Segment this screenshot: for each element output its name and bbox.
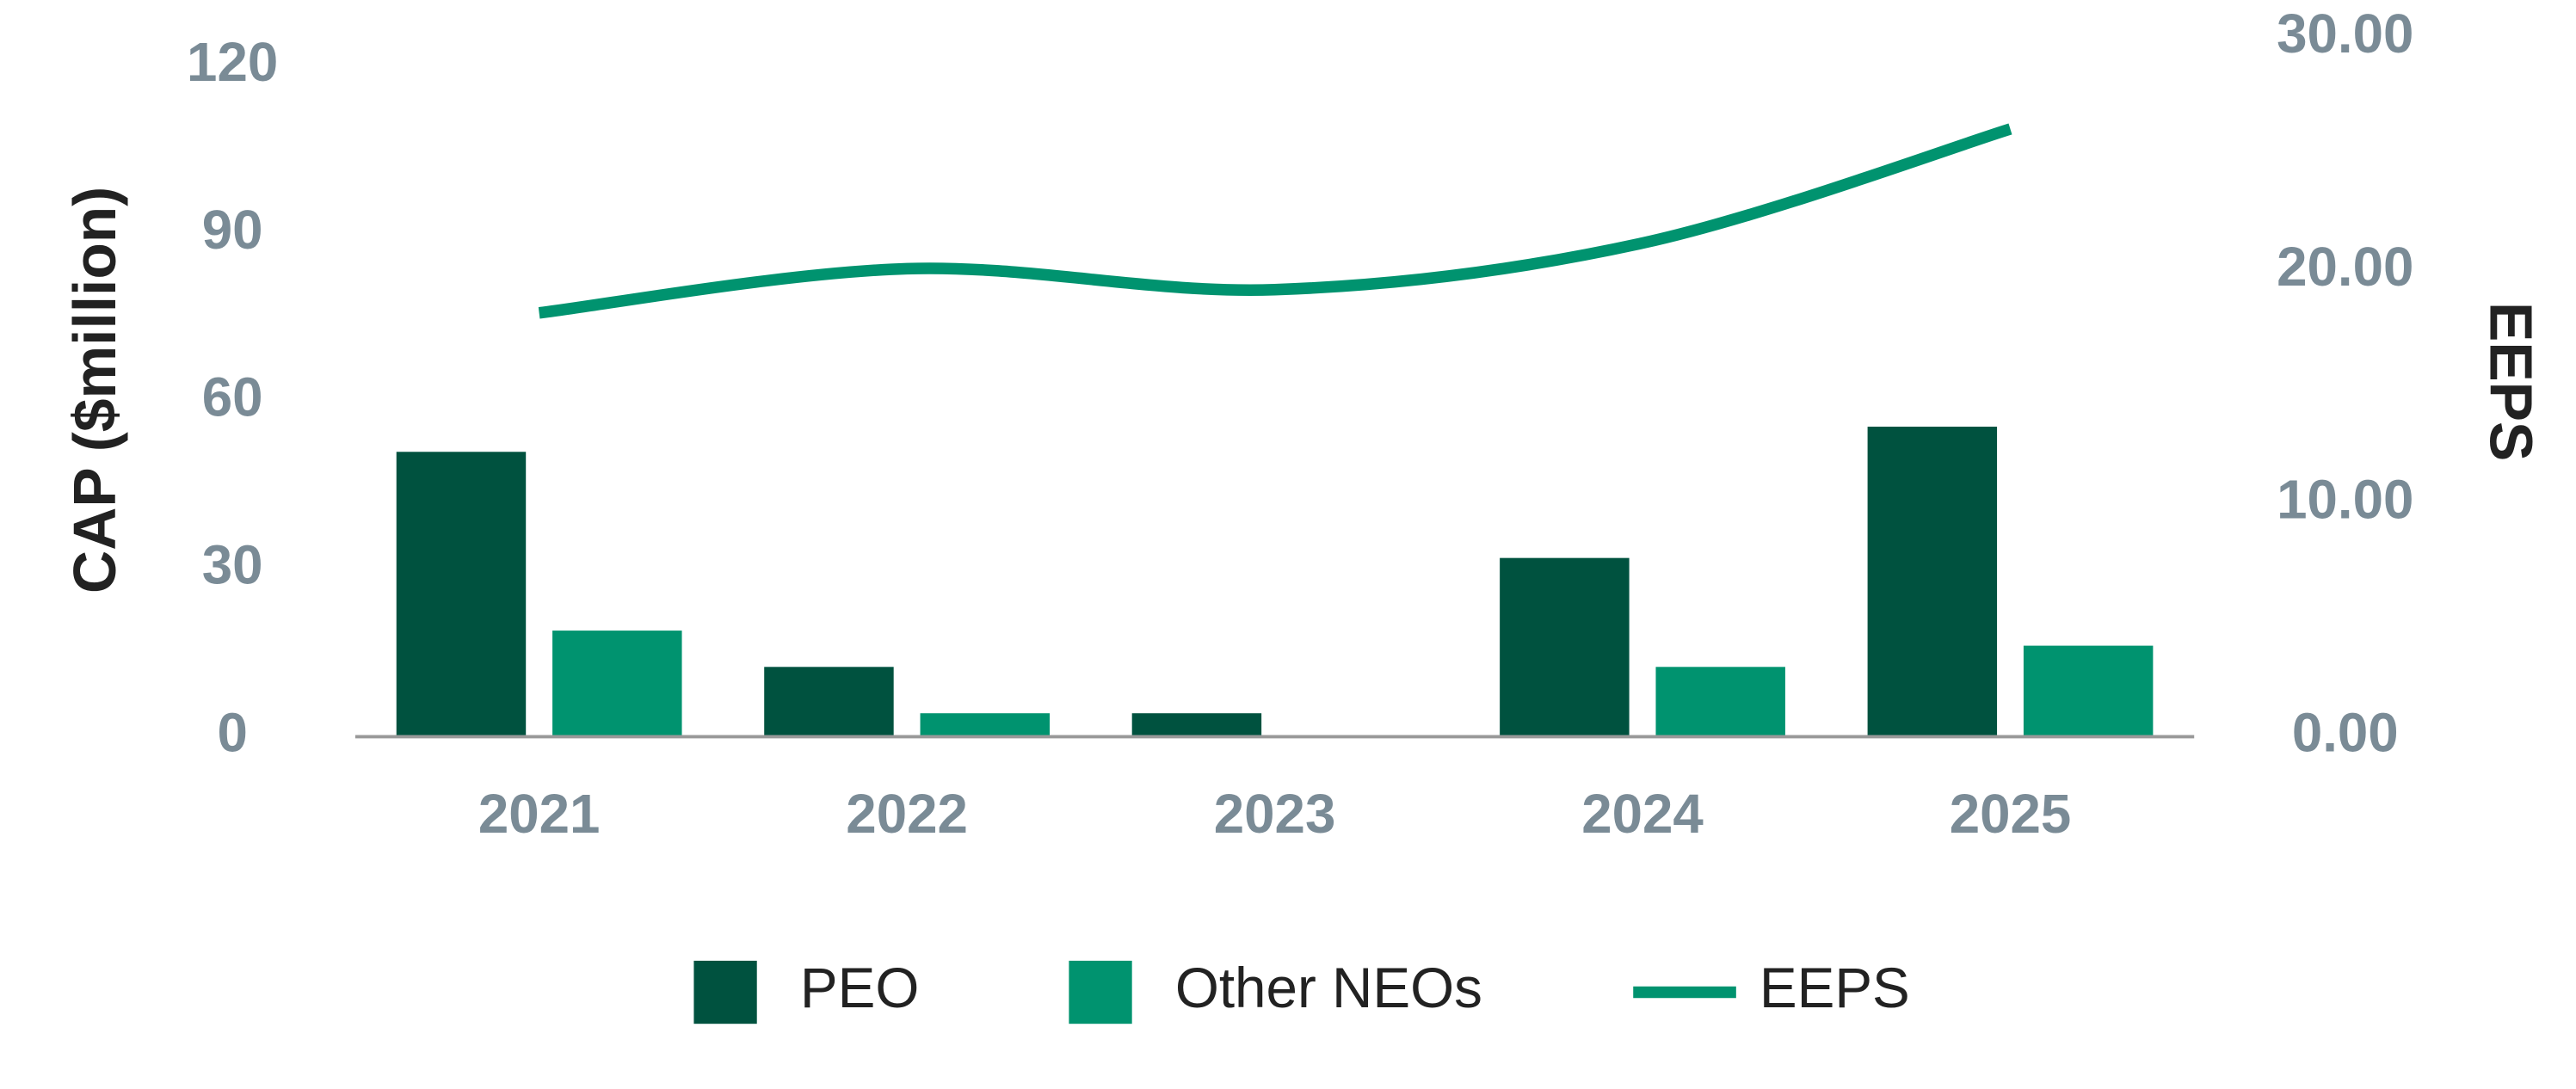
bar <box>764 667 894 737</box>
y2-tick-label: 30.00 <box>2277 3 2413 65</box>
line <box>538 123 2012 319</box>
bar <box>1655 667 1785 737</box>
x-tick-label: 2024 <box>1581 784 1704 845</box>
bar <box>396 452 527 737</box>
bar <box>552 631 682 737</box>
legend-swatch <box>693 960 757 1024</box>
y2-axis-title: EEPS <box>2478 302 2545 461</box>
y-tick-label: 30 <box>202 534 263 595</box>
legend-label: PEO <box>800 957 920 1019</box>
y-tick-label: 60 <box>202 367 263 428</box>
legend-swatch <box>1069 960 1132 1024</box>
y-tick-label: 120 <box>187 32 278 93</box>
x-tick-label: 2022 <box>846 784 968 845</box>
x-tick-label: 2021 <box>478 784 601 845</box>
x-tick-label: 2025 <box>1950 784 2072 845</box>
y-tick-label: 0 <box>217 702 247 763</box>
bar <box>2023 645 2154 737</box>
y-tick-label: 90 <box>202 200 263 261</box>
bar <box>1500 557 1630 737</box>
y2-tick-label: 10.00 <box>2277 470 2413 531</box>
bar <box>920 713 1050 737</box>
legend-label: EEPS <box>1759 957 1910 1019</box>
bar <box>1131 713 1262 737</box>
x-tick-label: 2023 <box>1214 784 1336 845</box>
y-axis-title: CAP ($million) <box>61 187 128 594</box>
legend-label: Other NEOs <box>1175 957 1482 1019</box>
bar <box>1867 427 1998 737</box>
y2-tick-label: 20.00 <box>2277 237 2413 298</box>
y2-tick-label: 0.00 <box>2292 702 2399 763</box>
